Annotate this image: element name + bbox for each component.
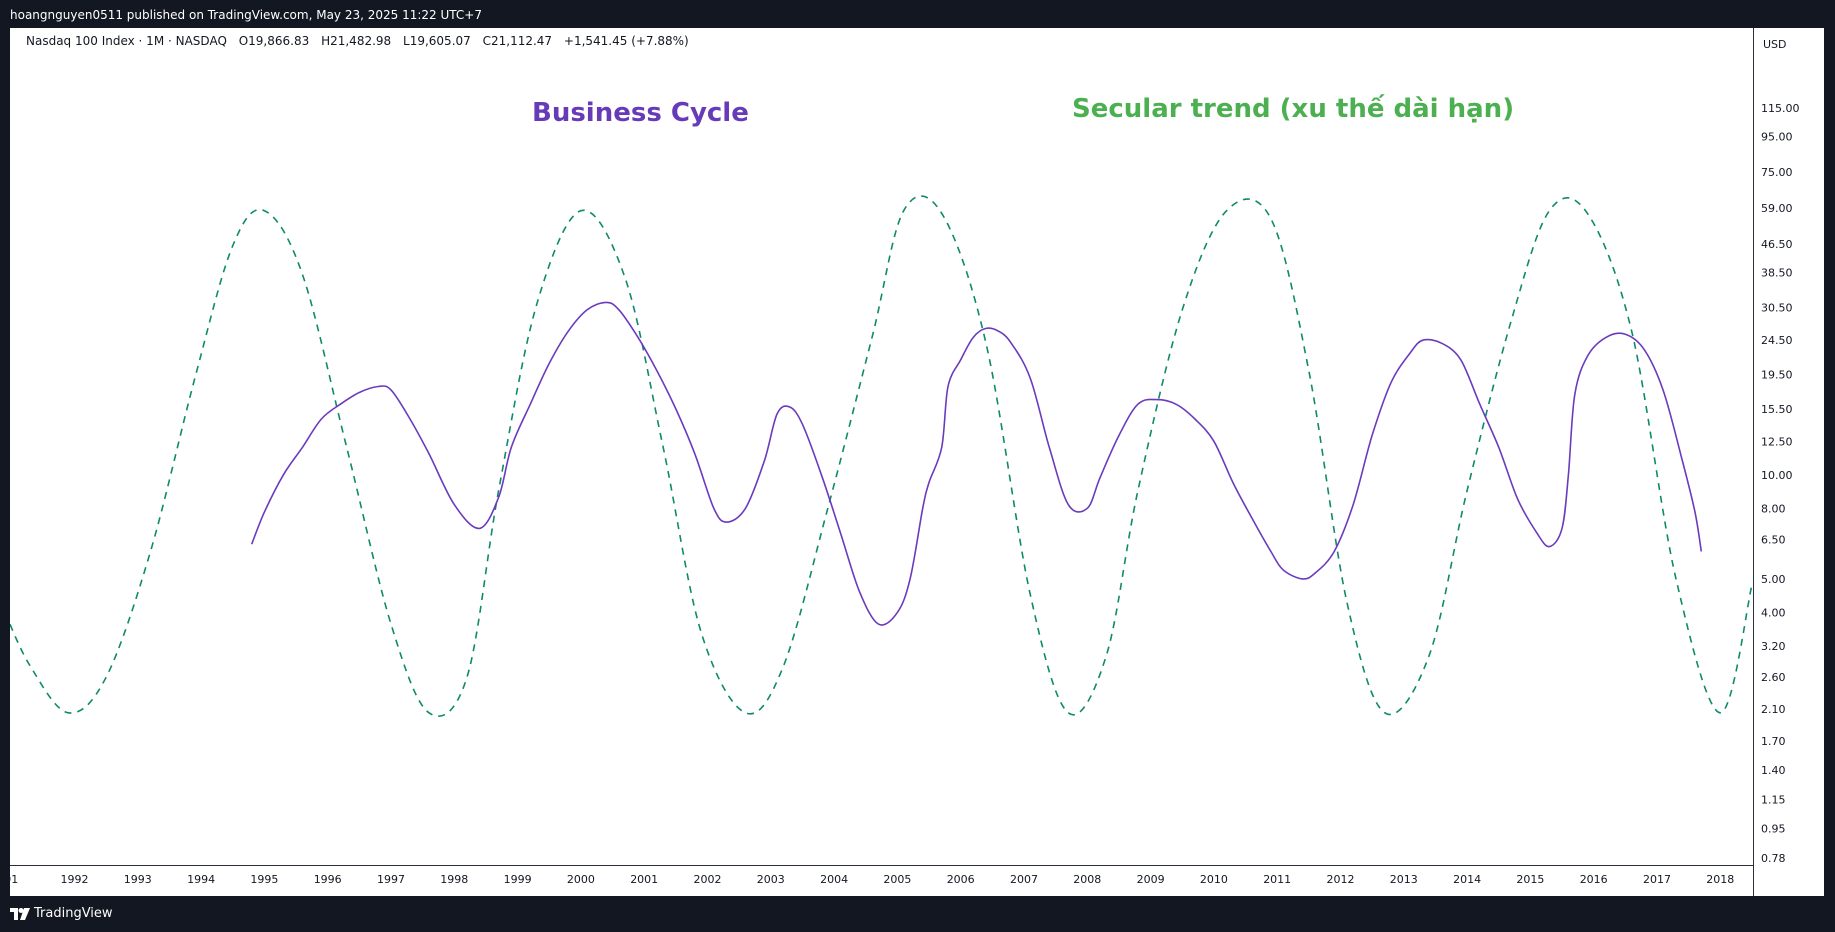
y-tick-label: 95.00: [1761, 131, 1793, 144]
tradingview-brand: TradingView: [34, 906, 113, 921]
x-tick-label: 1996: [314, 873, 342, 886]
x-tick-label: 1999: [504, 873, 532, 886]
y-tick-label: 5.00: [1761, 573, 1786, 586]
y-tick-label: 6.50: [1761, 534, 1786, 547]
y-tick-label: 2.60: [1761, 671, 1786, 684]
ohlc-close: C21,112.47: [482, 34, 553, 48]
x-tick-label: 2006: [947, 873, 975, 886]
symbol-legend: Nasdaq 100 Index · 1M · NASDAQ O19,866.8…: [26, 34, 689, 48]
x-tick-label: 1997: [377, 873, 405, 886]
y-tick-label: 30.50: [1761, 301, 1793, 314]
x-tick-label: 2008: [1073, 873, 1101, 886]
y-tick-label: 4.00: [1761, 606, 1786, 619]
x-tick-label: 1994: [187, 873, 215, 886]
x-tick-label: 2009: [1137, 873, 1165, 886]
x-tick-label: 2016: [1580, 873, 1608, 886]
x-tick-label: 2007: [1010, 873, 1038, 886]
x-tick-label: 91: [10, 873, 18, 886]
x-tick-label: 2011: [1263, 873, 1291, 886]
y-tick-label: 0.95: [1761, 822, 1786, 835]
y-tick-label: 0.78: [1761, 852, 1786, 865]
y-tick-label: 1.40: [1761, 764, 1786, 777]
x-tick-label: 2014: [1453, 873, 1481, 886]
y-tick-label: 59.00: [1761, 202, 1793, 215]
y-tick-label: 2.10: [1761, 703, 1786, 716]
y-tick-label: 115.00: [1761, 102, 1800, 115]
x-tick-label: 2010: [1200, 873, 1228, 886]
y-tick-label: 19.50: [1761, 368, 1793, 381]
currency-label[interactable]: USD: [1763, 38, 1787, 51]
ohlc-high: H21,482.98: [321, 34, 392, 48]
x-tick-label: 2000: [567, 873, 595, 886]
secular-trend-line[interactable]: [10, 195, 1753, 717]
y-tick-label: 24.50: [1761, 334, 1793, 347]
x-tick-label: 2018: [1706, 873, 1734, 886]
x-tick-label: 2002: [694, 873, 722, 886]
y-tick-label: 1.70: [1761, 735, 1786, 748]
x-tick-label: 2001: [630, 873, 658, 886]
x-tick-label: 1998: [440, 873, 468, 886]
x-tick-label: 2012: [1327, 873, 1355, 886]
y-tick-label: 75.00: [1761, 166, 1793, 179]
y-tick-label: 15.50: [1761, 403, 1793, 416]
chart-svg[interactable]: USD 115.00 95.00 75.00 59.00 46.50 38.50 30.50 2…: [10, 28, 1824, 896]
business-cycle-line[interactable]: [250, 301, 1703, 626]
x-tick-label: 2005: [883, 873, 911, 886]
y-tick-label: 46.50: [1761, 238, 1793, 251]
y-tick-label: 38.50: [1761, 266, 1793, 279]
y-tick-label: 8.00: [1761, 502, 1786, 515]
x-tick-label: 2015: [1516, 873, 1544, 886]
x-tick-label: 2017: [1643, 873, 1671, 886]
x-tick-label: 1992: [61, 873, 89, 886]
x-tick-label: 1993: [124, 873, 152, 886]
x-tick-label: 2003: [757, 873, 785, 886]
chart-frame[interactable]: USD 115.00 95.00 75.00 59.00 46.50 38.50 30.50 2…: [10, 28, 1824, 896]
publisher-text: hoangnguyen0511 published on TradingView…: [10, 8, 482, 22]
y-tick-label: 10.00: [1761, 469, 1793, 482]
tradingview-logo[interactable]: TradingView: [10, 906, 113, 921]
symbol-name[interactable]: Nasdaq 100 Index · 1M · NASDAQ: [26, 34, 227, 48]
business-cycle-label[interactable]: Business Cycle: [532, 98, 749, 128]
ohlc-change: +1,541.45 (+7.88%): [563, 34, 689, 48]
footer-bar: TradingView: [0, 896, 1835, 932]
publish-header: hoangnguyen0511 published on TradingView…: [0, 0, 1835, 28]
tradingview-logo-icon: [10, 907, 30, 920]
ohlc-open: O19,866.83: [238, 34, 310, 48]
ohlc-low: L19,605.07: [403, 34, 471, 48]
x-tick-label: 1995: [250, 873, 278, 886]
x-tick-label: 2004: [820, 873, 848, 886]
y-tick-label: 1.15: [1761, 794, 1786, 807]
x-tick-label: 2013: [1390, 873, 1418, 886]
y-tick-label: 12.50: [1761, 435, 1793, 448]
y-tick-label: 3.20: [1761, 640, 1786, 653]
secular-trend-label[interactable]: Secular trend (xu thế dài hạn): [1072, 94, 1515, 124]
